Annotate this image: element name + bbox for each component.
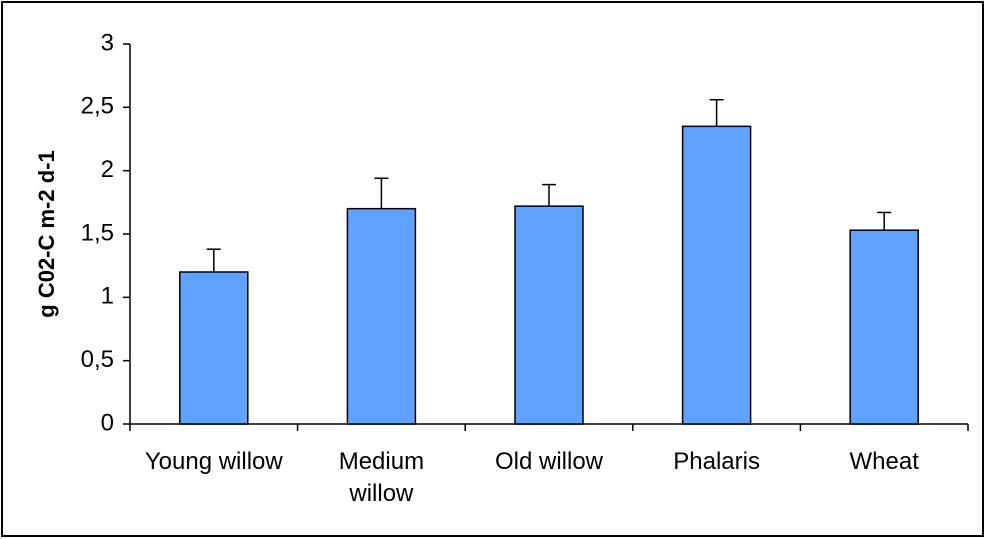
- x-tick-label: Medium willow: [338, 448, 425, 507]
- bar: [179, 271, 249, 425]
- y-tick-label: 1,5: [81, 219, 114, 246]
- bar: [681, 125, 752, 425]
- y-axis-label: g C02-C m-2 d-1: [34, 150, 59, 317]
- y-tick-label: 2,5: [81, 93, 114, 120]
- y-tick-label: 0: [101, 409, 114, 436]
- bar: [514, 205, 584, 425]
- x-tick-label: Old willow: [494, 448, 604, 475]
- bar: [849, 229, 919, 425]
- x-tick-label: Young willow: [144, 448, 283, 475]
- bar: [346, 207, 417, 425]
- y-tick-label: 2: [101, 156, 114, 183]
- y-tick-label: 0,5: [81, 346, 114, 373]
- y-tick-label: 1: [101, 283, 114, 310]
- x-tick-label: Phalaris: [673, 448, 760, 475]
- y-tick-label: 3: [101, 29, 114, 56]
- x-tick-label: Wheat: [849, 448, 919, 475]
